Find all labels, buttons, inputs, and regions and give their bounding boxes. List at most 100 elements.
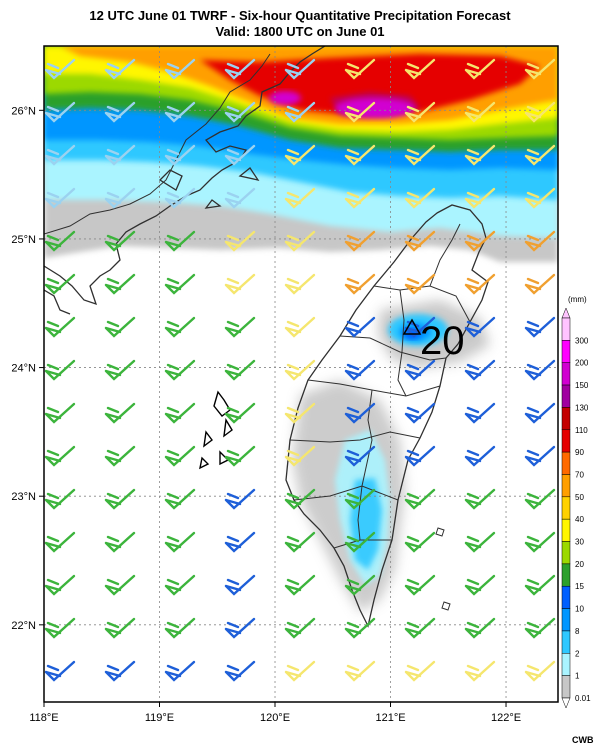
legend-swatch [561,429,571,453]
wind-barb [344,660,376,682]
wind-barb [164,488,196,510]
wind-barb [464,273,496,295]
contour-label-20-triangle [402,318,422,335]
wind-barb [344,230,376,252]
wind-barb [104,316,136,338]
wind-barb [404,101,436,123]
wind-barb [524,187,556,209]
china-coastline-islands [44,167,260,315]
chart-subtitle: Valid: 1800 UTC on June 01 [215,24,385,39]
wind-barb [224,273,256,295]
y-axis: 22°N 23°N 24°N 25°N 26°N [11,105,44,632]
y-tick-label: 24°N [11,363,36,375]
wind-barb [524,617,556,639]
wind-barb [104,230,136,252]
y-tick-label: 23°N [11,491,36,503]
wind-barb [464,187,496,209]
legend-label: 130 [575,403,589,412]
color-legend: (mm) 300 200 150 130 110 90 70 50 40 30 20 15 10 8 2 1 0.… [561,295,591,709]
legend-swatch [561,675,571,699]
legend-label: 110 [575,426,588,435]
legend-swatch [561,653,571,676]
wind-barb [224,230,256,252]
wind-barb [524,574,556,596]
wind-barb [524,402,556,424]
wind-barb [164,574,196,596]
legend-label: 20 [575,560,584,569]
wind-barb [464,488,496,510]
legend-label: 50 [575,493,584,502]
plot-frame [43,45,559,703]
wind-barb [44,316,76,338]
wind-barb [44,359,76,381]
green-island [435,527,445,537]
legend-swatch [561,340,571,363]
wind-barb [104,531,136,553]
wind-barb [404,187,436,209]
wind-barb [44,617,76,639]
x-tick-label: 118°E [29,712,58,724]
wind-barb [44,488,76,510]
legend-swatch [561,608,571,632]
legend-label: 1 [575,672,580,681]
credit-label: CWB [572,735,594,745]
wind-barb [284,144,316,166]
legend-swatch [561,563,571,587]
wind-barb [284,488,316,510]
wind-barb [404,230,436,252]
wind-barb [44,660,76,682]
wind-barb [464,230,496,252]
wind-barb [404,58,436,80]
wind-barb [164,230,196,252]
wind-barb [284,101,316,123]
wind-barb [104,574,136,596]
wind-barb [404,488,436,510]
wind-barb [104,488,136,510]
legend-swatch [561,317,571,341]
wind-barb [224,617,256,639]
wind-barb [524,144,556,166]
y-tick-label: 26°N [11,105,36,117]
legend-label: 10 [575,605,584,614]
wind-barb [44,445,76,467]
wind-barb [524,230,556,252]
county-boundary-7 [397,289,407,397]
wind-barb [464,402,496,424]
wind-barb [344,187,376,209]
legend-swatch [561,474,571,498]
wind-barb [464,660,496,682]
wind-barb [284,359,316,381]
legend-label: 90 [575,448,584,457]
wind-barb [344,144,376,166]
x-tick-label: 121°E [375,712,405,724]
x-tick-label: 120°E [260,712,290,724]
legend-label: 8 [575,627,580,636]
wind-barb [224,101,256,123]
wind-barb [404,273,436,295]
orchid-island [441,601,451,611]
wind-barb [464,58,496,80]
wind-barb [164,359,196,381]
legend-label: 40 [575,515,584,524]
wind-barb [464,531,496,553]
wind-barb [44,531,76,553]
wind-barb [524,660,556,682]
legend-label: 150 [575,381,589,390]
wind-barb [524,445,556,467]
county-boundary-2 [339,335,447,361]
contour-label-20: 20 [420,319,465,363]
legend-label: 70 [575,470,584,479]
wind-barb [284,574,316,596]
wind-barb [104,359,136,381]
wind-barb [224,402,256,424]
wind-barb [464,617,496,639]
wind-barb [164,273,196,295]
wind-barb [104,445,136,467]
legend-swatch [561,585,571,609]
x-tick-label: 122°E [491,712,521,724]
y-tick-label: 22°N [11,620,36,632]
precip-core-magenta [335,98,415,118]
wind-barb [44,58,76,80]
legend-unit: (mm) [568,295,587,304]
